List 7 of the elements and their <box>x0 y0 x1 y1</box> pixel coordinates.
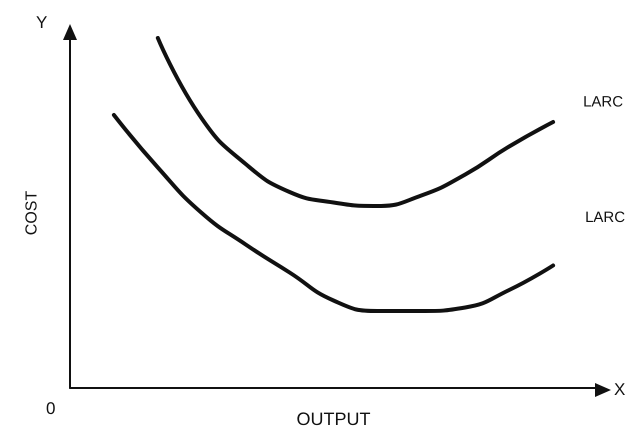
y-axis-title: COST <box>24 190 40 236</box>
x-axis-title: OUTPUT <box>296 409 370 429</box>
text: 0 <box>46 399 56 418</box>
text: LARC <box>583 94 624 110</box>
text: X <box>614 380 626 399</box>
text: Y <box>36 13 48 32</box>
text: LARC <box>585 209 626 226</box>
